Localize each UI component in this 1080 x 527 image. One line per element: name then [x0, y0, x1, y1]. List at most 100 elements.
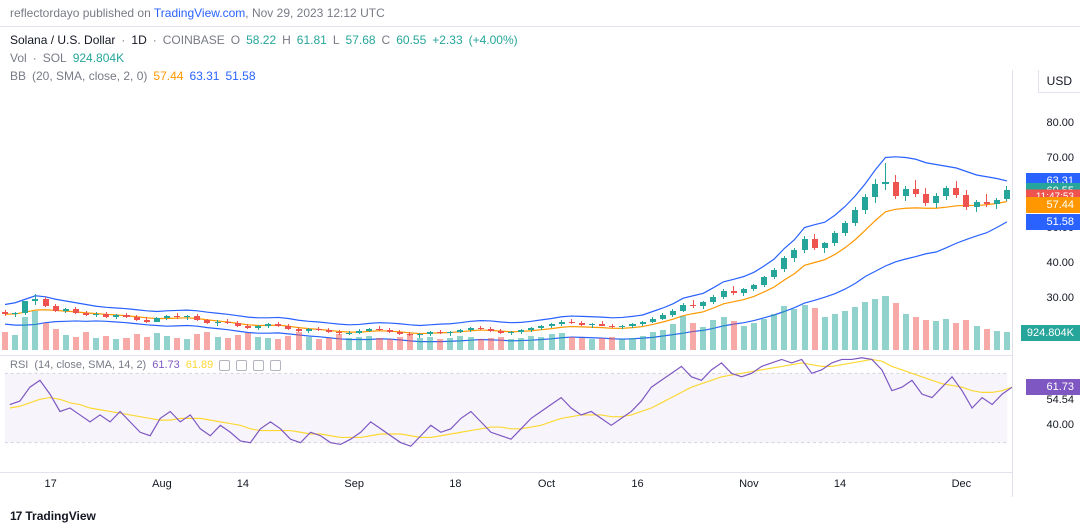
volume-bar: [680, 316, 686, 350]
site-link[interactable]: TradingView.com: [154, 6, 245, 20]
volume-bar: [882, 296, 888, 350]
volume-bar: [488, 338, 494, 350]
exchange: COINBASE: [163, 31, 225, 49]
volume-bar: [842, 311, 848, 350]
volume-bar: [93, 338, 99, 350]
rsi-tick: 40.00: [1040, 418, 1080, 432]
volume-bar: [103, 336, 109, 350]
volume-bar: [397, 337, 403, 350]
volume-bar: [164, 336, 170, 350]
volume-bar: [528, 336, 534, 350]
volume-bar: [761, 319, 767, 350]
volume-bar: [609, 337, 615, 350]
symbol-name[interactable]: Solana / U.S. Dollar: [10, 31, 115, 49]
volume-bar: [579, 338, 585, 350]
more-icon[interactable]: [270, 360, 281, 371]
volume-bar: [569, 337, 575, 350]
chart-main[interactable]: RSI (14, close, SMA, 14, 2) 61.73 61.89 …: [0, 70, 1012, 497]
chart-container: RSI (14, close, SMA, 14, 2) 61.73 61.89 …: [0, 70, 1080, 497]
rsi-chart[interactable]: RSI (14, close, SMA, 14, 2) 61.73 61.89: [0, 355, 1012, 460]
volume-bar: [275, 339, 281, 350]
price-tick: 70.00: [1040, 151, 1080, 165]
volume-bar: [316, 339, 322, 350]
volume-bar: [22, 317, 28, 350]
volume-bar: [943, 319, 949, 350]
volume-bar: [356, 337, 362, 350]
time-tick: Aug: [152, 478, 172, 490]
currency-label[interactable]: USD: [1038, 70, 1080, 93]
volume-bar: [994, 331, 1000, 350]
volume-bar: [822, 317, 828, 350]
volume-bar: [154, 333, 160, 350]
ohlc-low: 57.68: [346, 31, 376, 49]
volume-bar: [306, 337, 312, 350]
volume-bar: [781, 306, 787, 350]
volume-bar: [731, 321, 737, 350]
volume-bar: [63, 335, 69, 350]
volume-bar: [710, 320, 716, 350]
volume-bar: [265, 338, 271, 350]
volume-bar: [427, 337, 433, 350]
eye-icon[interactable]: [219, 360, 230, 371]
volume-bar: [700, 327, 706, 350]
volume-bar: [457, 336, 463, 350]
volume-bar: [245, 333, 251, 350]
axis-badge: 51.58: [1026, 214, 1080, 230]
rsi-overlay: [0, 356, 1012, 460]
change: +2.33: [432, 31, 462, 49]
volume-value: 924.804K: [73, 49, 124, 67]
publish-date: Nov 29, 2023: [252, 6, 323, 20]
volume-bar: [872, 299, 878, 350]
volume-bar: [913, 317, 919, 350]
volume-bar: [184, 339, 190, 350]
price-overlay: [0, 70, 1012, 350]
volume-bar: [366, 336, 372, 350]
volume-bar: [619, 339, 625, 350]
change-pct: (+4.00%): [469, 31, 518, 49]
volume-bar: [862, 302, 868, 350]
footer-brand[interactable]: 1︎7 TradingView: [10, 509, 96, 523]
axis-badge: 924.804K: [1021, 325, 1080, 341]
volume-bar: [629, 338, 635, 350]
volume-bar: [215, 337, 221, 350]
volume-bar: [468, 337, 474, 350]
volume-bar: [852, 307, 858, 350]
volume-bar: [204, 332, 210, 350]
ohlc-open: 58.22: [246, 31, 276, 49]
volume-bar: [984, 329, 990, 350]
volume-bar: [721, 317, 727, 350]
volume-bar: [1004, 332, 1010, 350]
volume-bar: [12, 335, 18, 350]
rsi-tick: 54.54: [1040, 393, 1080, 407]
volume-bar: [134, 334, 140, 350]
price-tick: 30.00: [1040, 291, 1080, 305]
volume-bar: [478, 339, 484, 350]
axis-badge: 57.44: [1026, 197, 1080, 213]
volume-bar: [974, 326, 980, 350]
rsi-legend: RSI (14, close, SMA, 14, 2) 61.73 61.89: [10, 359, 281, 371]
volume-bar: [336, 334, 342, 350]
volume-bar: [832, 314, 838, 350]
ohlc-high: 61.81: [297, 31, 327, 49]
volume-bar: [2, 332, 8, 350]
settings-icon[interactable]: [236, 360, 247, 371]
delete-icon[interactable]: [253, 360, 264, 371]
price-chart[interactable]: [0, 70, 1012, 350]
volume-bar: [376, 338, 382, 350]
volume-bar: [903, 314, 909, 350]
volume-bar: [285, 336, 291, 350]
volume-bar: [113, 339, 119, 350]
volume-bar: [933, 321, 939, 350]
time-axis[interactable]: 17Aug14Sep18Oct16Nov14Dec: [0, 472, 1012, 497]
volume-bar: [690, 323, 696, 350]
volume-bar: [650, 332, 656, 350]
volume-bar: [751, 323, 757, 350]
volume-bar: [53, 329, 59, 350]
publish-time: 12:12 UTC: [327, 6, 385, 20]
time-tick: Oct: [538, 478, 555, 490]
price-tick: 80.00: [1040, 116, 1080, 130]
volume-bar: [123, 338, 129, 350]
volume-bar: [498, 337, 504, 350]
volume-bar: [387, 339, 393, 350]
price-axis[interactable]: USD 90.0080.0070.0060.0050.0040.0030.002…: [1012, 70, 1080, 497]
